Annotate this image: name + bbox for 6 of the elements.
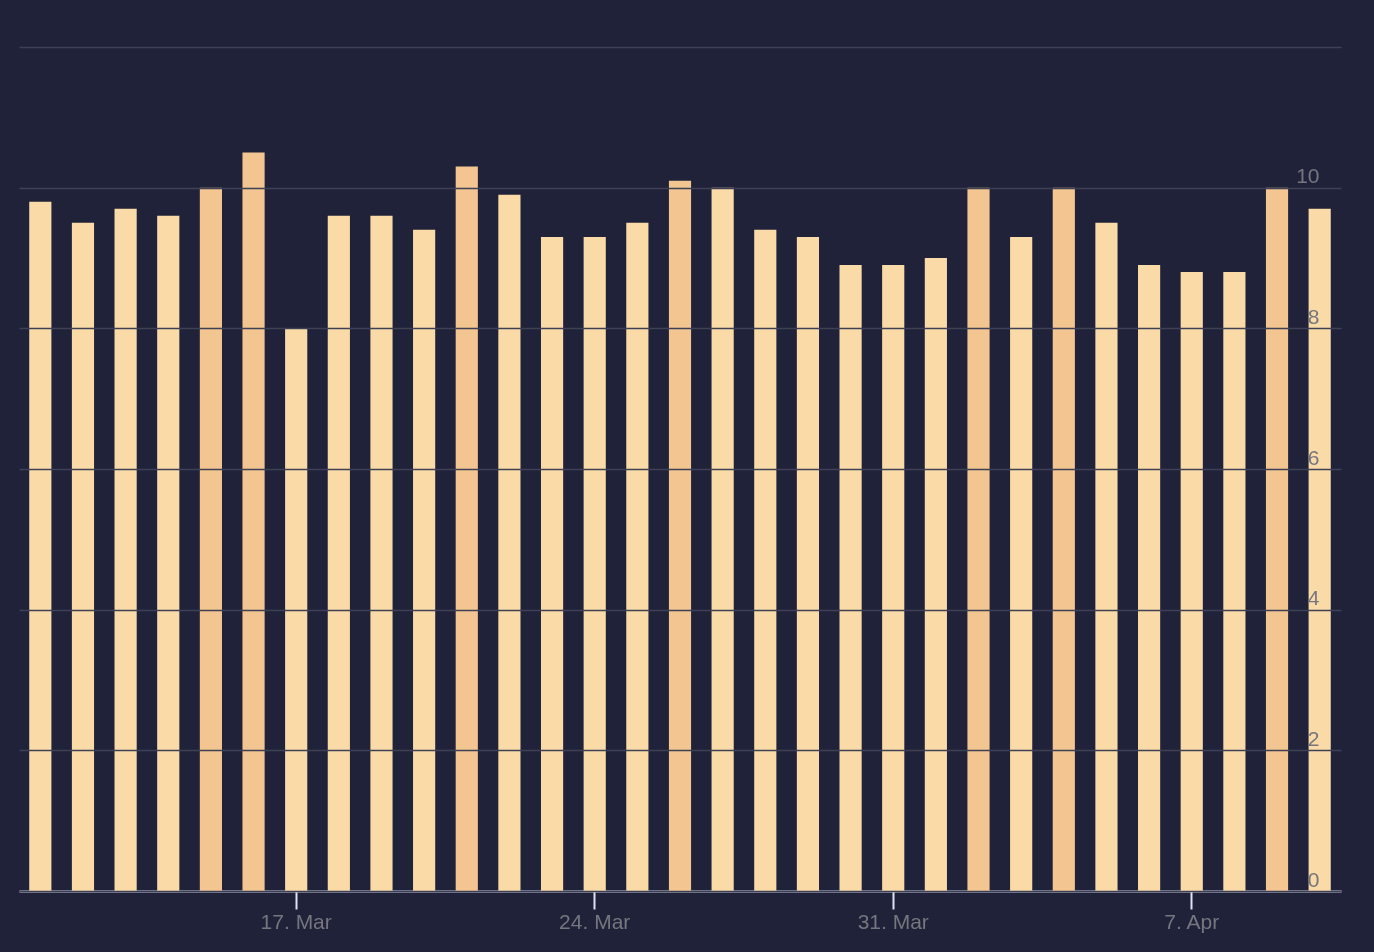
x-tick-label: 7. Apr (1164, 909, 1220, 933)
x-tick-label: 24. Mar (559, 909, 631, 933)
y-tick-label: 10 (1296, 164, 1320, 188)
x-tick-label: 17. Mar (260, 909, 332, 933)
y-tick-label: 6 (1307, 445, 1320, 469)
x-tick-label: 31. Mar (857, 909, 929, 933)
